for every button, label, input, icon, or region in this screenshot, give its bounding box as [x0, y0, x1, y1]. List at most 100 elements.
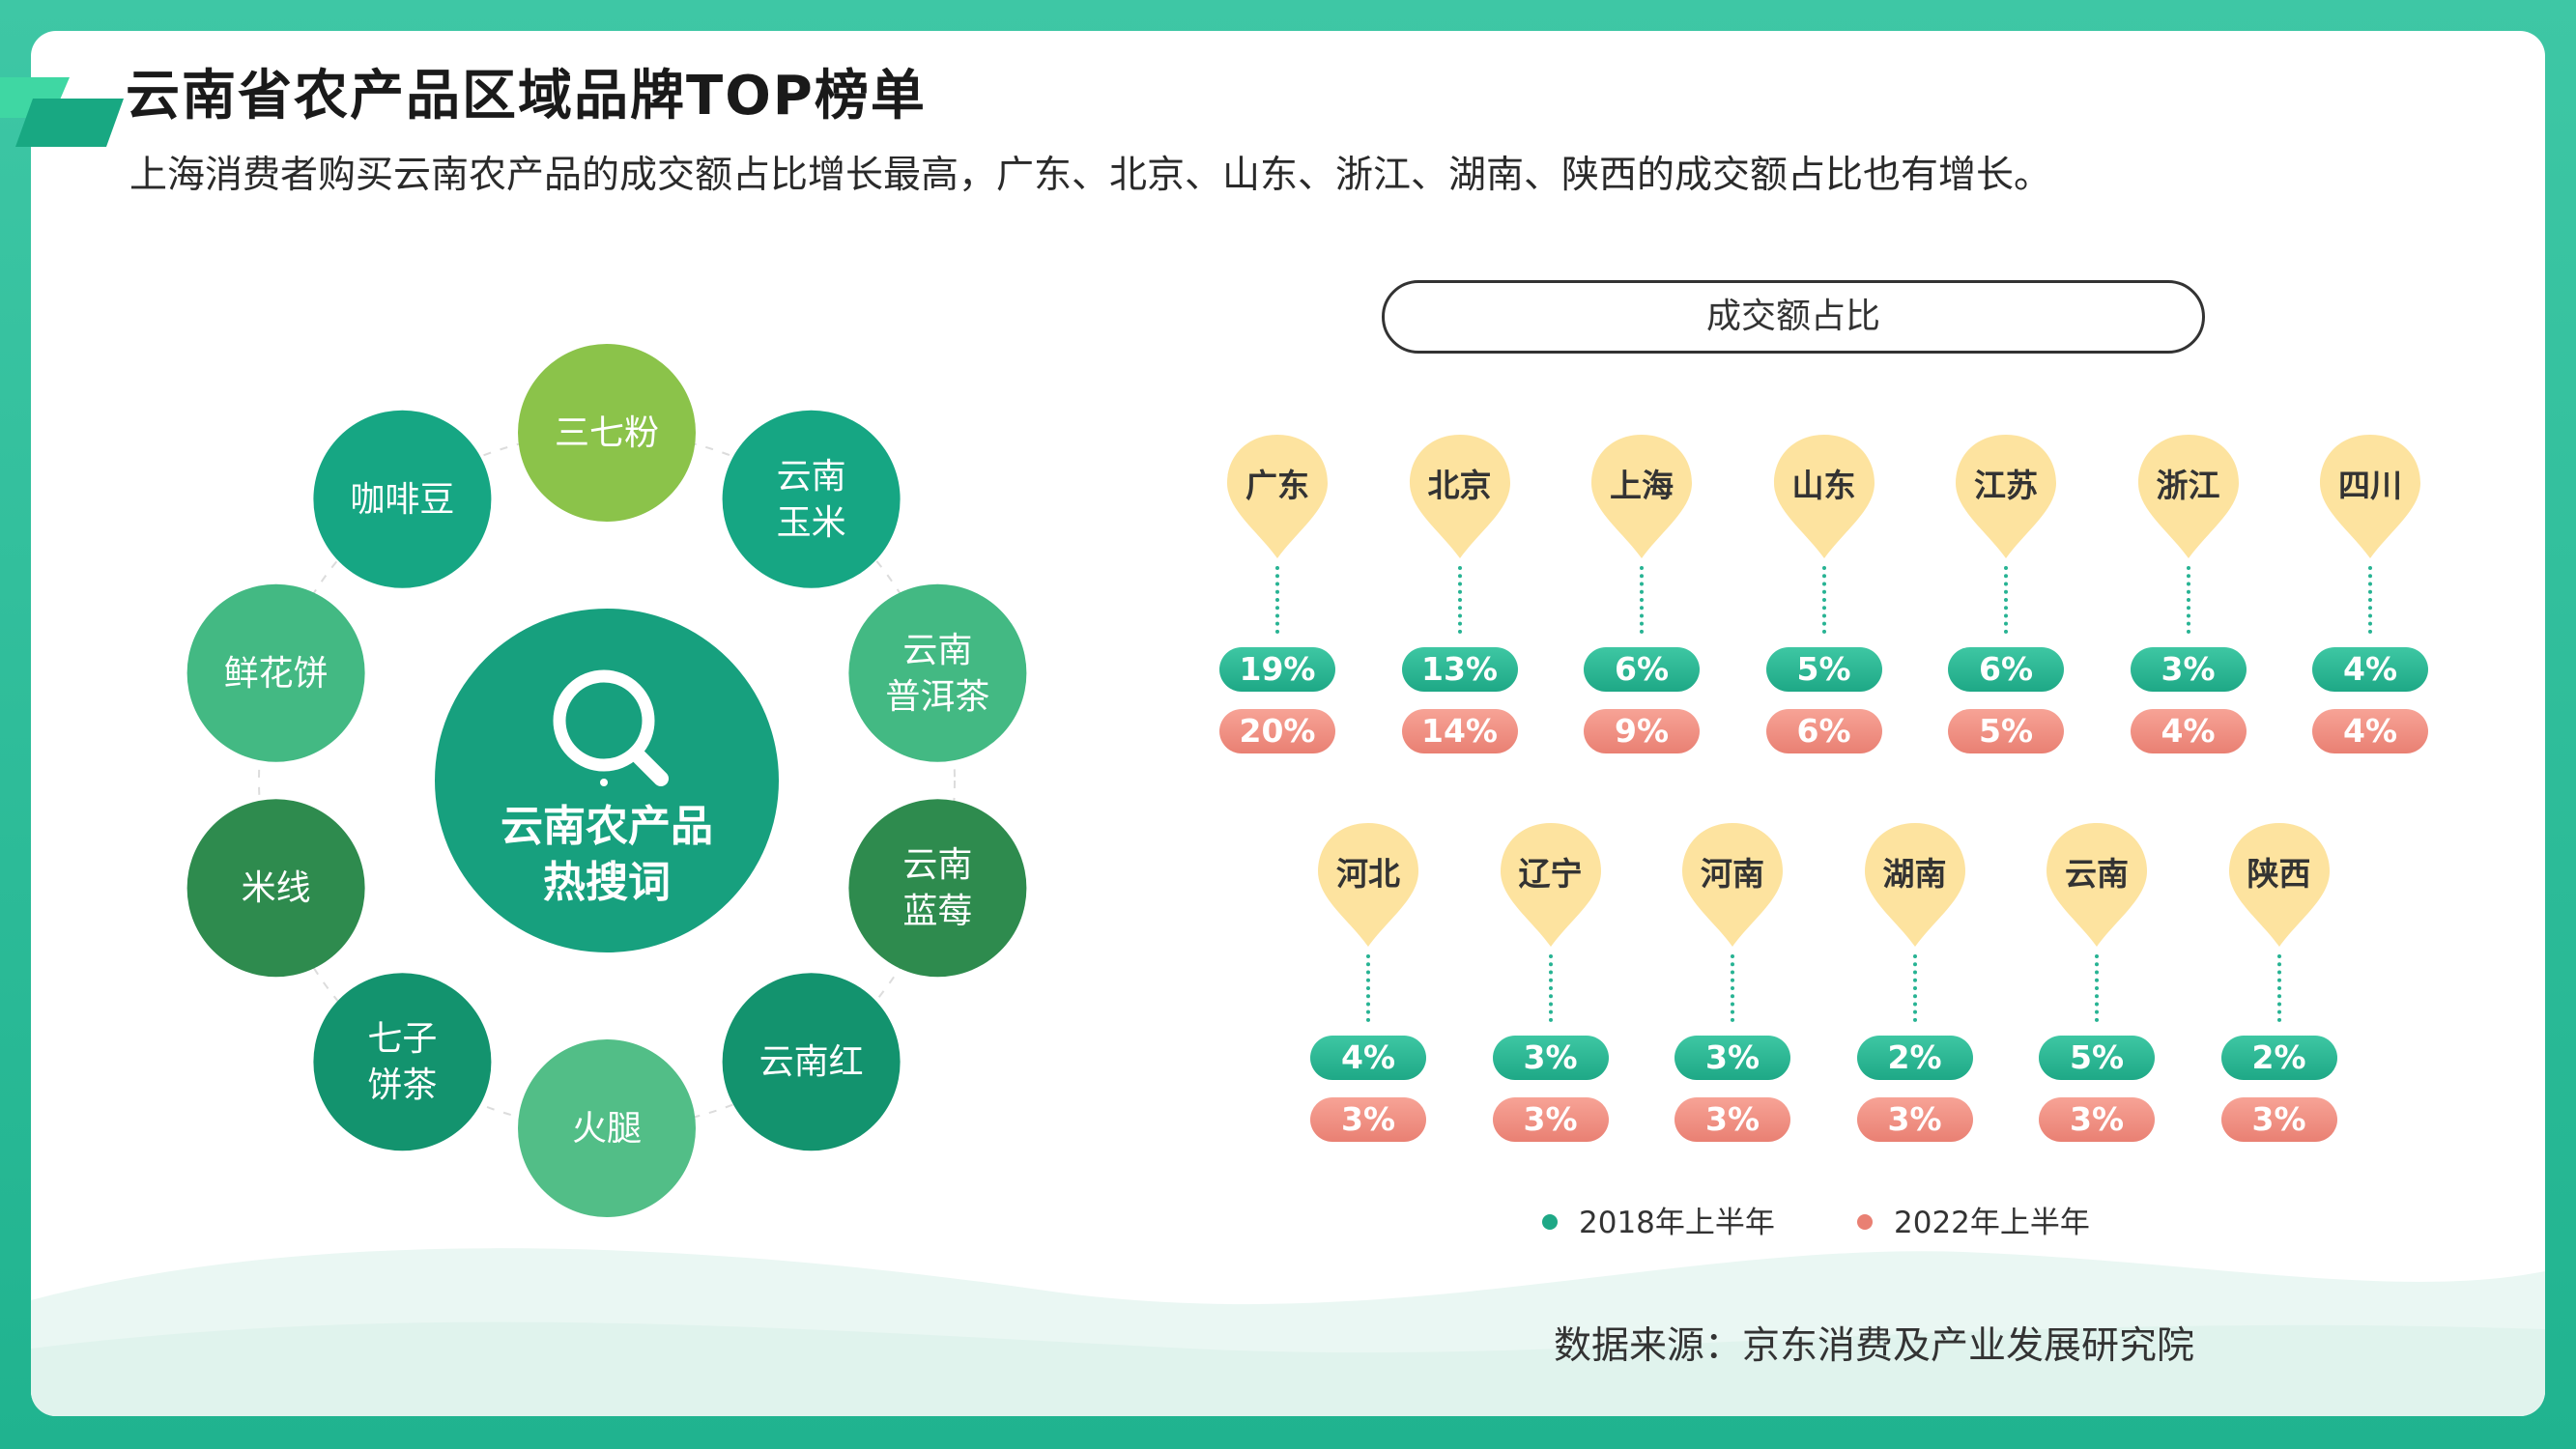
keyword-bubble-circle [722, 973, 901, 1151]
page-title: 云南省农产品区域品牌TOP榜单 [126, 65, 927, 128]
wheel-center-label: 云南农产品 [501, 802, 713, 851]
keyword-bubble-circle [518, 344, 696, 522]
value-2018-badge: 13% [1401, 647, 1518, 692]
connector-dots [1366, 954, 1370, 1022]
wheel-center-label: 热搜词 [543, 858, 671, 907]
location-pin-icon [1409, 435, 1510, 558]
keyword-label: 七子 [367, 1019, 437, 1059]
value-2018-badge: 6% [1948, 647, 2064, 692]
region-label: 四川 [2338, 467, 2402, 504]
connector-dots [1912, 954, 1917, 1022]
connector-dots [2276, 954, 2281, 1022]
location-pin-icon [1682, 823, 1783, 947]
page-subtitle: 上海消费者购买云南农产品的成交额占比增长最高，广东、北京、山东、浙江、湖南、陕西… [129, 154, 2052, 197]
keyword-bubble: 米线 [186, 799, 365, 978]
keyword-label: 饼茶 [367, 1065, 437, 1105]
value-2018-badge: 19% [1219, 647, 1335, 692]
keyword-label: 三七粉 [555, 413, 659, 453]
background-wave [31, 1248, 2545, 1416]
search-icon [553, 669, 669, 786]
value-2018-badge: 5% [1765, 647, 1882, 692]
value-2022-badge: 3% [1492, 1097, 1609, 1142]
location-pin-icon [2046, 823, 2147, 947]
region-label: 浙江 [2156, 467, 2220, 504]
keyword-label: 云南 [902, 845, 972, 885]
connector-dots [1640, 566, 1644, 634]
keyword-bubble-circle [186, 799, 365, 978]
value-2022-badge: 3% [1674, 1097, 1790, 1142]
value-2022-badge: 4% [2312, 709, 2428, 753]
keyword-label: 米线 [242, 868, 311, 908]
keyword-label: 蓝莓 [902, 892, 972, 931]
location-pin-icon [1500, 823, 1601, 947]
keyword-bubble-circle [518, 1039, 696, 1217]
legend-label: 2022年上半年 [1894, 1206, 2090, 1240]
keyword-bubble-circle [313, 410, 492, 588]
keyword-label: 咖啡豆 [350, 480, 454, 520]
legend-item: 2018年上半年 [1542, 1198, 1775, 1241]
keyword-bubble: 三七粉 [518, 344, 696, 522]
keyword-bubble-circle [848, 799, 1027, 978]
value-2022-badge: 4% [2130, 709, 2247, 753]
region-label: 广东 [1245, 467, 1309, 504]
region-label: 辽宁 [1518, 855, 1583, 893]
location-pin-icon [1956, 435, 2056, 558]
connector-dots [1548, 954, 1553, 1022]
keyword-bubble-circle [722, 410, 901, 588]
keyword-bubble-circle [313, 973, 492, 1151]
keyword-label: 云南红 [759, 1042, 864, 1082]
location-pin-icon [2228, 823, 2330, 947]
region-label: 云南 [2065, 855, 2129, 893]
location-pin-icon [1227, 435, 1328, 558]
value-2022-badge: 6% [1765, 709, 1882, 753]
location-pin-icon [1591, 435, 1692, 558]
legend-label: 2018年上半年 [1579, 1206, 1775, 1240]
keyword-label: 普洱茶 [885, 677, 989, 717]
legend-item: 2022年上半年 [1857, 1198, 2090, 1241]
region-label: 湖南 [1882, 855, 1947, 893]
value-2018-badge: 4% [2312, 647, 2428, 692]
legend-dot-2022 [1857, 1213, 1873, 1230]
location-pin-icon [1864, 823, 1965, 947]
value-2018-badge: 5% [2039, 1036, 2155, 1080]
keyword-bubble: 火腿 [518, 1039, 696, 1217]
location-pin-icon [1318, 823, 1418, 947]
keyword-label: 火腿 [572, 1109, 642, 1149]
value-2018-badge: 6% [1584, 647, 1700, 692]
keyword-label: 玉米 [777, 503, 846, 543]
region-label: 北京 [1427, 467, 1492, 504]
region-label: 陕西 [2247, 855, 2311, 893]
value-2022-badge: 14% [1401, 709, 1518, 753]
keyword-bubble-circle [186, 583, 365, 762]
location-pin-icon [2320, 435, 2420, 558]
value-2022-badge: 3% [1310, 1097, 1426, 1142]
keyword-bubble: 鲜花饼 [186, 583, 365, 762]
value-2022-badge: 9% [1584, 709, 1700, 753]
keyword-label: 云南 [777, 457, 846, 497]
chart-title-pill: 成交额占比 [1382, 280, 2205, 354]
value-2022-badge: 3% [2220, 1097, 2337, 1142]
value-2018-badge: 3% [1492, 1036, 1609, 1080]
keyword-bubble-circle [848, 583, 1027, 762]
region-label: 上海 [1610, 467, 1674, 504]
region-label: 山东 [1791, 467, 1856, 504]
value-2018-badge: 4% [1310, 1036, 1426, 1080]
value-2022-badge: 5% [1948, 709, 2064, 753]
location-pin-icon [2137, 435, 2239, 558]
keyword-bubble: 云南红 [722, 973, 901, 1151]
connector-dots [1275, 566, 1279, 634]
region-label: 河北 [1336, 855, 1400, 893]
value-2018-badge: 2% [2220, 1036, 2337, 1080]
value-2018-badge: 3% [2130, 647, 2247, 692]
data-source: 数据来源：京东消费及产业发展研究院 [1554, 1324, 2195, 1368]
keyword-label: 云南 [902, 631, 972, 670]
connector-dots [2004, 566, 2008, 634]
region-label: 江苏 [1974, 467, 2038, 504]
value-2018-badge: 2% [1856, 1036, 1973, 1080]
